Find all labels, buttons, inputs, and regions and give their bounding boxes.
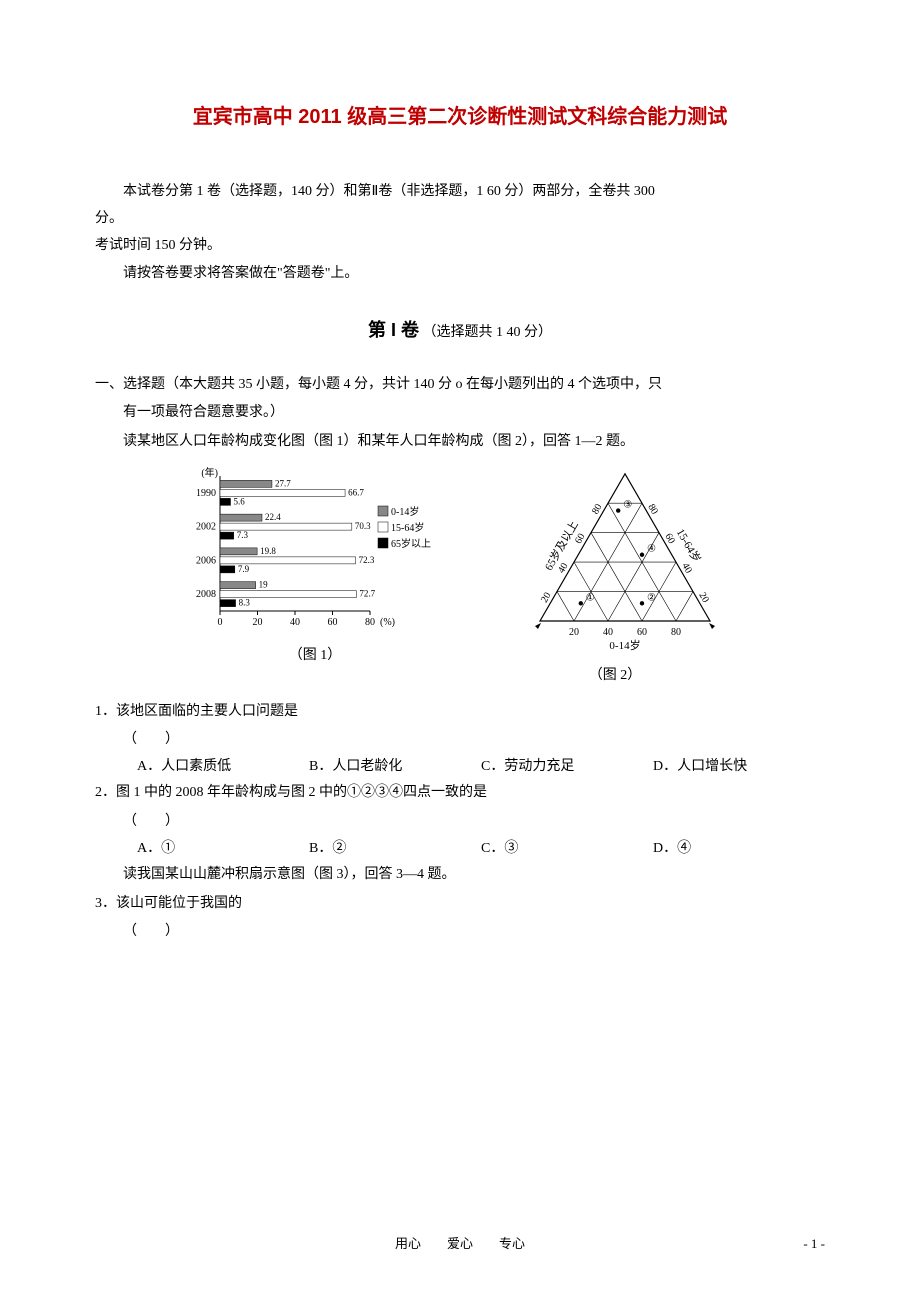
svg-text:66.7: 66.7 bbox=[348, 487, 364, 497]
svg-text:80: 80 bbox=[590, 502, 605, 516]
figure-1-caption: （图 1） bbox=[175, 644, 455, 664]
svg-text:15-64岁: 15-64岁 bbox=[674, 526, 704, 565]
section-subtitle: （选择题共 1 40 分） bbox=[423, 325, 553, 340]
svg-text:5.6: 5.6 bbox=[234, 496, 246, 506]
svg-text:②: ② bbox=[647, 592, 656, 603]
figure-reference: 读某地区人口年龄构成变化图（图 1）和某年人口年龄构成（图 2），回答 1—2 … bbox=[95, 429, 825, 456]
svg-text:(%): (%) bbox=[380, 617, 395, 628]
svg-text:20: 20 bbox=[569, 627, 579, 638]
svg-text:0-14岁: 0-14岁 bbox=[609, 638, 640, 652]
figure-2-caption: （图 2） bbox=[485, 664, 745, 684]
figure-2-chart: 204060800-14岁204060802040608065岁及以上15-64… bbox=[485, 466, 745, 656]
q2-option-c: C．③ bbox=[481, 836, 653, 863]
question-1-bracket: （ ） bbox=[95, 727, 825, 754]
page-footer: 用心 爱心 专心 bbox=[0, 1233, 920, 1252]
svg-text:27.7: 27.7 bbox=[275, 478, 291, 488]
question-1-options: A．人口素质低 B．人口老龄化 C．劳动力充足 D．人口增长快 bbox=[95, 754, 825, 781]
part1-intro-line2: 有一项最符合题意要求。） bbox=[95, 400, 825, 427]
figure-2-block: 204060800-14岁204060802040608065岁及以上15-64… bbox=[485, 466, 745, 684]
svg-text:1990: 1990 bbox=[196, 487, 216, 498]
section-title: 第 I 卷 bbox=[368, 320, 419, 340]
figure-1-block: (年) 0 20 40 60 80 (%) 1990 27.7 66.7 5.6 2002 22.4 70… bbox=[175, 466, 455, 684]
intro-paragraph-1b: 分。 bbox=[95, 206, 825, 231]
svg-text:2006: 2006 bbox=[196, 555, 216, 566]
svg-text:20: 20 bbox=[253, 617, 263, 628]
q2-option-a: A．① bbox=[137, 836, 309, 863]
intro-paragraph-2: 考试时间 150 分钟。 bbox=[95, 233, 825, 258]
svg-text:③: ③ bbox=[623, 499, 632, 510]
page-number: - 1 - bbox=[803, 1236, 825, 1252]
svg-text:40: 40 bbox=[603, 627, 613, 638]
intro-paragraph-3: 请按答卷要求将答案做在"答题卷"上。 bbox=[95, 261, 825, 286]
question-3-text: 3．该山可能位于我国的 bbox=[95, 891, 825, 918]
svg-text:7.9: 7.9 bbox=[238, 563, 250, 573]
figure-1-chart: (年) 0 20 40 60 80 (%) 1990 27.7 66.7 5.6 2002 22.4 70… bbox=[175, 466, 455, 636]
question-2-bracket: （ ） bbox=[95, 809, 825, 836]
svg-text:15-64岁: 15-64岁 bbox=[391, 521, 424, 534]
svg-text:70.3: 70.3 bbox=[355, 521, 371, 531]
svg-text:72.7: 72.7 bbox=[359, 588, 375, 598]
q1-option-a: A．人口素质低 bbox=[137, 754, 309, 781]
q1-option-c: C．劳动力充足 bbox=[481, 754, 653, 781]
question-1-text: 1．该地区面临的主要人口问题是 bbox=[95, 699, 825, 726]
svg-text:65岁以上: 65岁以上 bbox=[391, 537, 431, 550]
svg-text:19.8: 19.8 bbox=[260, 545, 276, 555]
q2-option-b: B．② bbox=[309, 836, 481, 863]
svg-text:①: ① bbox=[586, 592, 595, 603]
q3-intro: 读我国某山山麓冲积扇示意图（图 3），回答 3—4 题。 bbox=[95, 862, 825, 889]
svg-text:60: 60 bbox=[328, 617, 338, 628]
svg-text:40: 40 bbox=[290, 617, 300, 628]
svg-text:0: 0 bbox=[218, 617, 223, 628]
q2-option-d: D．④ bbox=[653, 836, 825, 863]
svg-text:2008: 2008 bbox=[196, 589, 216, 600]
svg-text:④: ④ bbox=[647, 543, 656, 554]
question-2-text: 2．图 1 中的 2008 年年龄构成与图 2 中的①②③④四点一致的是 bbox=[95, 780, 825, 807]
figures-container: (年) 0 20 40 60 80 (%) 1990 27.7 66.7 5.6 2002 22.4 70… bbox=[95, 466, 825, 684]
svg-text:80: 80 bbox=[645, 502, 660, 516]
q1-option-b: B．人口老龄化 bbox=[309, 754, 481, 781]
svg-text:0-14岁: 0-14岁 bbox=[391, 505, 419, 518]
svg-text:20: 20 bbox=[696, 590, 711, 604]
svg-text:60: 60 bbox=[637, 627, 647, 638]
svg-text:2002: 2002 bbox=[196, 521, 216, 532]
intro-paragraph-1: 本试卷分第 1 卷（选择题，140 分）和第Ⅱ卷（非选择题，1 60 分）两部分… bbox=[95, 179, 825, 204]
q1-option-d: D．人口增长快 bbox=[653, 754, 825, 781]
svg-text:(年): (年) bbox=[201, 466, 218, 479]
svg-text:72.3: 72.3 bbox=[359, 554, 375, 564]
part1-intro-line1: 一、选择题（本大题共 35 小题，每小题 4 分，共计 140 分 o 在每小题… bbox=[95, 372, 825, 399]
svg-text:7.3: 7.3 bbox=[237, 530, 249, 540]
section-header: 第 I 卷 （选择题共 1 40 分） bbox=[95, 316, 825, 342]
svg-text:80: 80 bbox=[365, 617, 375, 628]
doc-title: 宜宾市高中 2011 级高三第二次诊断性测试文科综合能力测试 bbox=[95, 100, 825, 129]
question-2-options: A．① B．② C．③ D．④ bbox=[95, 836, 825, 863]
svg-text:20: 20 bbox=[539, 590, 554, 604]
question-3-bracket: （ ） bbox=[95, 919, 825, 946]
svg-text:8.3: 8.3 bbox=[239, 597, 251, 607]
svg-text:19: 19 bbox=[259, 579, 269, 589]
svg-text:80: 80 bbox=[671, 627, 681, 638]
svg-text:22.4: 22.4 bbox=[265, 512, 281, 522]
